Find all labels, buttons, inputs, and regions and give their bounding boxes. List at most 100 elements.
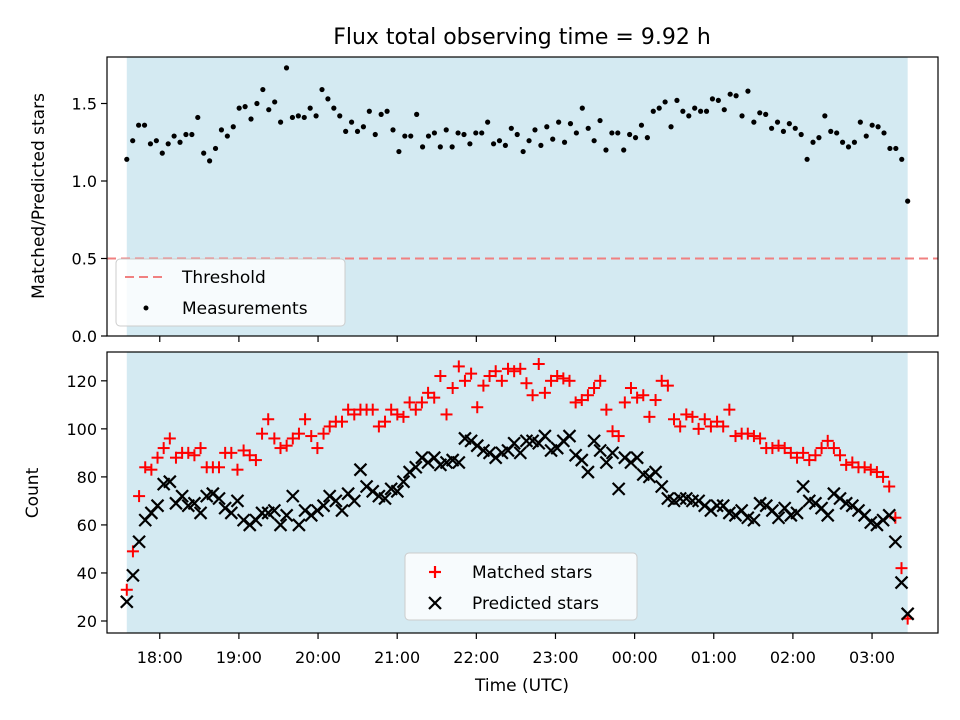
measurement-point: [538, 142, 544, 148]
matched-star-marker: [225, 446, 238, 459]
measurement-point: [810, 139, 816, 145]
measurement-point: [408, 133, 414, 139]
measurement-point: [195, 114, 201, 121]
measurement-point: [638, 122, 645, 128]
matched-star-marker: [422, 386, 435, 399]
predicted-star-marker: [267, 503, 282, 518]
measurement-point: [348, 119, 355, 125]
matched-star-marker: [213, 461, 226, 474]
matched-star-marker: [809, 449, 822, 462]
count-y-tick-label: 80: [77, 468, 97, 487]
predicted-star-marker: [747, 513, 761, 527]
measurement-point: [343, 128, 349, 134]
x-tick-label: 19:00: [216, 648, 262, 667]
measurement-point: [751, 119, 757, 125]
matched-star-marker: [256, 427, 269, 440]
measurement-point: [307, 105, 313, 111]
measurement-point: [769, 125, 775, 131]
ratio-legend: Threshold Measurements: [115, 258, 346, 327]
matched-star-marker: [545, 374, 558, 387]
matched-star-marker: [698, 413, 711, 426]
predicted-star-marker: [292, 518, 306, 532]
predicted-star-marker: [599, 455, 614, 470]
measurement-point: [141, 122, 148, 128]
measurement-point: [337, 113, 343, 119]
legend-matched-label: Matched stars: [472, 563, 592, 583]
measurement-point: [301, 114, 307, 121]
matched-star-marker: [280, 439, 293, 452]
matched-star-marker: [649, 394, 662, 407]
matched-star-marker: [458, 374, 471, 387]
measurement-point: [609, 130, 615, 136]
predicted-star-marker: [175, 489, 189, 503]
count-y-tick-label: 100: [66, 420, 97, 439]
matched-star-marker: [754, 432, 767, 445]
matched-star-marker: [692, 422, 705, 435]
measurement-point: [283, 65, 290, 71]
predicted-star-marker: [286, 489, 300, 503]
measurement-point: [715, 97, 721, 103]
measurement-point: [668, 124, 674, 130]
measurement-point: [212, 145, 219, 152]
measurement-point: [792, 125, 798, 131]
matched-star-marker: [379, 415, 392, 428]
x-tick-label: 03:00: [849, 648, 895, 667]
measurement-point: [621, 147, 627, 153]
measurement-point: [189, 131, 195, 138]
measurement-point: [485, 119, 491, 125]
matched-star-marker: [342, 403, 355, 416]
matched-star-marker: [428, 391, 441, 404]
measurement-point: [650, 108, 656, 114]
measurement-point: [786, 121, 792, 127]
matched-star-marker: [840, 458, 853, 471]
measurement-point: [680, 108, 686, 114]
matched-star-marker: [243, 449, 256, 462]
matched-star-marker: [870, 466, 883, 479]
matched-star-marker: [612, 430, 625, 443]
measurement-point: [881, 130, 887, 136]
x-tick-label: 02:00: [770, 648, 816, 667]
predicted-star-marker: [255, 506, 269, 520]
measurement-point: [183, 131, 189, 138]
ratio-y-axis-label: Matched/Predicted stars: [29, 93, 49, 299]
measurement-point: [266, 107, 272, 113]
matched-star-marker: [606, 425, 619, 438]
measurement-point: [378, 111, 384, 117]
matched-star-marker: [668, 413, 681, 426]
x-tick-label: 18:00: [137, 648, 183, 667]
measurement-point: [757, 110, 763, 116]
matched-star-marker: [600, 403, 613, 416]
matched-star-marker: [784, 446, 797, 459]
matched-star-marker: [717, 420, 730, 433]
measurement-point: [822, 113, 828, 119]
matched-star-marker: [508, 365, 521, 378]
predicted-star-marker: [452, 455, 466, 470]
measurement-point: [396, 148, 402, 155]
measurement-point: [721, 107, 727, 113]
matched-star-marker: [895, 562, 908, 575]
measurement-point: [289, 114, 296, 121]
measurement-point: [591, 138, 597, 144]
measurement-point: [165, 141, 171, 147]
counts-panel: 20 40 60 80 100 120 18:00 19:00 20:00 21:00 22:00…: [23, 351, 939, 696]
measurement-point: [248, 116, 254, 122]
measurement-point: [236, 105, 242, 111]
measurement-point: [159, 150, 165, 156]
count-x-ticks: 18:00 19:00 20:00 21:00 22:00 23:00 00:00 01:00…: [137, 633, 895, 667]
matched-star-marker: [747, 430, 760, 443]
matched-star-marker: [391, 408, 404, 421]
matched-star-marker: [551, 370, 564, 383]
measurement-point: [798, 131, 804, 138]
count-points: [120, 358, 915, 625]
measurement-point: [615, 130, 621, 136]
predicted-star-marker: [882, 508, 896, 523]
matched-star-marker: [292, 427, 305, 440]
measurement-point: [272, 99, 278, 105]
measurement-point: [763, 111, 769, 117]
measurement-point: [627, 131, 633, 138]
measurement-point: [526, 138, 532, 144]
measurement-point: [698, 108, 704, 114]
measurement-point: [455, 130, 461, 136]
measurement-point: [544, 124, 550, 130]
measurement-point: [461, 131, 467, 138]
